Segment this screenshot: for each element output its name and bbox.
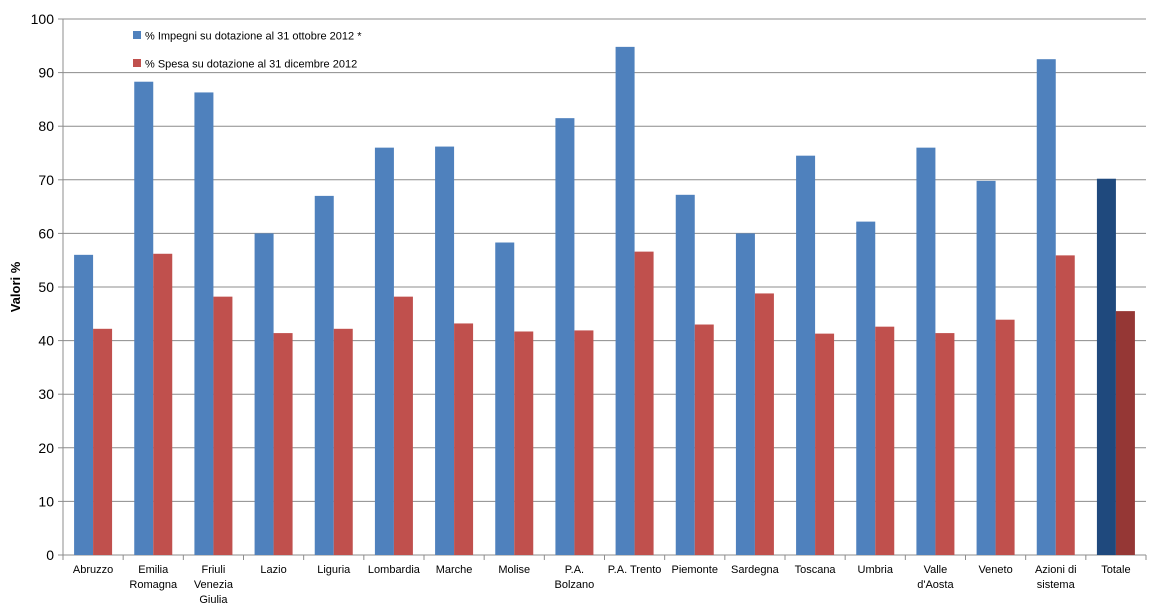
bar-impegni [675,194,695,556]
y-tick-label: 70 [38,172,54,188]
x-tick-label: Veneto [978,564,1012,576]
bar-spesa [1055,255,1075,555]
gridlines [63,18,1146,502]
bar-spesa [514,331,534,555]
bar-impegni [916,147,936,555]
bar-spesa [875,326,895,555]
y-tick-label: 40 [38,333,54,349]
bar-spesa [454,323,474,555]
x-tick-label: Lazio [260,564,286,576]
axes: 0 10 20 30 40 50 60 70 80 90 100 [31,11,1147,563]
bar-impegni [555,118,575,555]
bar-impegni [1096,178,1116,555]
x-tick-label: Abruzzo [73,564,113,576]
y-tick-label: 20 [38,440,54,456]
bar-spesa [935,333,955,555]
y-tick-label: 100 [31,11,55,27]
x-tick-label: Umbria [858,564,894,576]
y-tick-label: 80 [38,118,54,134]
x-tick-label: Molise [498,564,530,576]
bar-spesa [153,253,173,555]
y-axis-label: Valori % [8,261,23,312]
bar-spesa [694,324,714,555]
bar-impegni [735,233,755,555]
bar-spesa [333,328,353,555]
x-tick-label: Totale [1101,564,1130,576]
y-tick-label: 30 [38,386,54,402]
category-labels: Abruzzo Emilia Romagna Friuli Venezia Giulia L… [73,564,1131,606]
y-tick-label: 0 [46,547,54,563]
bar-spesa [273,333,293,555]
x-tick-label: P.A. Bolzano [555,564,595,591]
bar-impegni [194,92,214,555]
x-tick-label: Marche [436,564,473,576]
bar-spesa [634,251,654,555]
y-tick-label: 50 [38,279,54,295]
bar-impegni [796,155,816,555]
x-tick-label: P.A. Trento [608,564,662,576]
bar-spesa [574,330,594,555]
bar-spesa [995,319,1015,555]
bar-spesa [393,296,413,555]
x-tick-label: Toscana [795,564,837,576]
bar-impegni [976,180,996,555]
y-tick-label: 90 [38,65,54,81]
x-tick-label: Valle d'Aosta [917,564,954,591]
legend-label-impegni: % Impegni su dotazione al 31 ottobre 201… [145,31,362,43]
bar-impegni [856,221,876,555]
bar-spesa [1115,311,1135,555]
bar-impegni [435,146,455,555]
bar-impegni [374,147,394,555]
x-tick-label: Azioni di sistema [1035,564,1077,591]
bars [74,46,1135,556]
legend-swatch-impegni [133,31,141,39]
legend-label-spesa: % Spesa su dotazione al 31 dicembre 2012 [145,59,357,71]
x-tick-label: Piemonte [672,564,718,576]
x-tick-label: Liguria [317,564,351,576]
x-tick-label: Sardegna [731,564,780,576]
bar-impegni [495,242,515,555]
bar-spesa [93,328,113,555]
bar-impegni [134,81,154,555]
legend: % Impegni su dotazione al 31 ottobre 201… [133,31,362,71]
bar-impegni [1036,59,1056,555]
y-tick-label: 60 [38,225,54,241]
bar-spesa [754,293,774,555]
bar-impegni [314,195,334,555]
y-tick-label: 10 [38,493,54,509]
x-tick-label: Friuli Venezia Giulia [194,564,234,606]
bar-impegni [254,233,274,555]
bar-spesa [815,333,835,555]
bar-spesa [213,296,233,555]
x-tick-label: Emilia Romagna [129,564,178,591]
legend-swatch-spesa [133,59,141,67]
bar-impegni [74,254,94,555]
bar-impegni [615,46,635,555]
x-tick-label: Lombardia [368,564,421,576]
